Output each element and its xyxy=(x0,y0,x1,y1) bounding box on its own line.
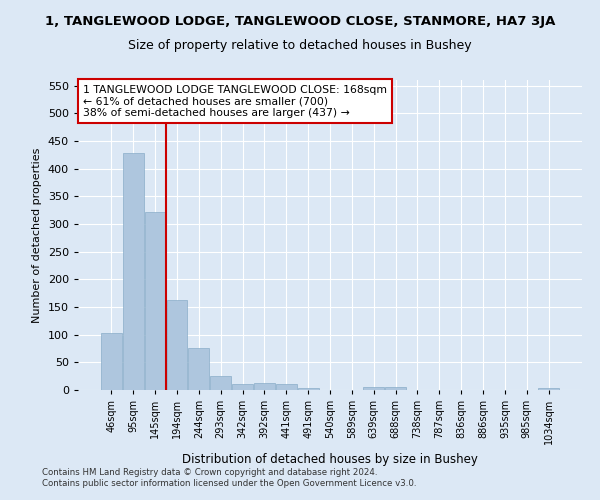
Bar xyxy=(232,384,253,390)
Text: 1, TANGLEWOOD LODGE, TANGLEWOOD CLOSE, STANMORE, HA7 3JA: 1, TANGLEWOOD LODGE, TANGLEWOOD CLOSE, S… xyxy=(45,15,555,28)
Bar xyxy=(385,386,406,390)
Text: 1 TANGLEWOOD LODGE TANGLEWOOD CLOSE: 168sqm
← 61% of detached houses are smaller: 1 TANGLEWOOD LODGE TANGLEWOOD CLOSE: 168… xyxy=(83,84,387,118)
Bar xyxy=(364,386,384,390)
Bar xyxy=(298,388,319,390)
Bar xyxy=(101,333,122,390)
Bar xyxy=(276,384,296,390)
Bar xyxy=(538,388,559,390)
Bar xyxy=(167,300,187,390)
X-axis label: Distribution of detached houses by size in Bushey: Distribution of detached houses by size … xyxy=(182,452,478,466)
Bar xyxy=(145,212,166,390)
Bar xyxy=(254,384,275,390)
Text: Size of property relative to detached houses in Bushey: Size of property relative to detached ho… xyxy=(128,38,472,52)
Bar xyxy=(210,376,231,390)
Bar xyxy=(123,153,143,390)
Text: Contains HM Land Registry data © Crown copyright and database right 2024.
Contai: Contains HM Land Registry data © Crown c… xyxy=(42,468,416,487)
Bar xyxy=(188,348,209,390)
Y-axis label: Number of detached properties: Number of detached properties xyxy=(32,148,42,322)
